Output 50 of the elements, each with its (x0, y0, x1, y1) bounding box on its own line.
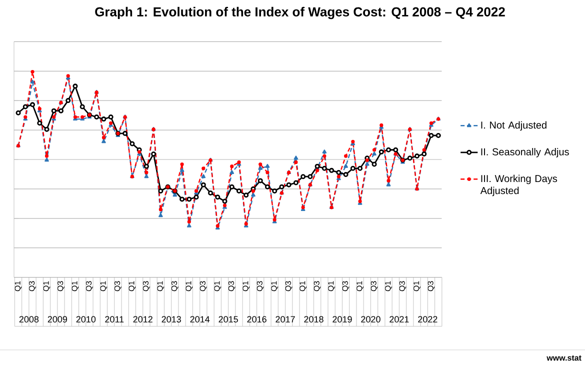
x-tick-label: Q1 (384, 281, 392, 292)
text: 2018 (304, 316, 324, 322)
x-tick-label: Q1 (186, 281, 193, 292)
x-tick-label: Q3 (428, 281, 435, 292)
text: 2014 (190, 316, 210, 322)
x-tick-label: Q3 (256, 281, 264, 292)
x-tick-label: Q3 (28, 281, 36, 292)
x-tick-label: Q1 (43, 281, 50, 292)
legend-label: I. Not Adjusted (481, 121, 546, 131)
x-tick-label: Q1 (128, 281, 136, 292)
text: 2016 (247, 316, 266, 322)
text: 2021 (390, 316, 409, 322)
x-tick-label: Q3 (142, 281, 150, 292)
x-tick-label: Q1 (157, 281, 164, 292)
x-tick-label: Q3 (171, 281, 178, 292)
x-tick-label: Q3 (314, 281, 321, 292)
x-tick-label: Q3 (228, 281, 236, 292)
x-tick-label: Q1 (356, 281, 364, 292)
x-tick-label: Q3 (399, 281, 406, 292)
legend-label: II. Seasonally Adjus (481, 148, 569, 158)
chart-title: Graph 1: Evolution of the Index of Wages Cost: Q1 2008 – Q4 2022 (95, 6, 505, 20)
text: 2022 (418, 316, 438, 322)
x-tick-label: Q1 (100, 281, 108, 292)
text: 2011 (105, 316, 124, 322)
text: 2017 (276, 316, 295, 322)
x-tick-label: Q3 (57, 281, 65, 292)
x-tick-label: Q1 (271, 281, 278, 292)
x-tick-label: Q1 (214, 281, 222, 292)
text: www.stat (546, 355, 582, 361)
legend-label: III. Working Days Adjusted (480, 174, 558, 196)
x-tick-label: Q1 (300, 281, 307, 292)
x-tick-label: Q3 (200, 281, 207, 292)
x-tick-label: Q1 (242, 281, 250, 292)
text: 2008 (19, 316, 39, 322)
text: 2010 (76, 316, 96, 322)
x-tick-label: Q1 (72, 281, 79, 292)
x-tick-label: Q1 (14, 281, 22, 292)
x-tick-label: Q3 (86, 281, 94, 292)
text: 2019 (332, 316, 352, 322)
x-tick-label: Q3 (285, 281, 292, 292)
x-tick-label: Q1 (328, 281, 336, 292)
text: 2013 (162, 316, 181, 322)
text: 2020 (361, 316, 380, 322)
text: 2012 (133, 316, 152, 322)
x-tick-label: Q3 (370, 281, 378, 292)
x-tick-label: Q1 (413, 281, 421, 292)
text: 2009 (48, 316, 68, 322)
x-tick-label: Q3 (342, 281, 350, 292)
x-tick-label: Q3 (114, 281, 122, 292)
text: 2015 (218, 316, 238, 322)
